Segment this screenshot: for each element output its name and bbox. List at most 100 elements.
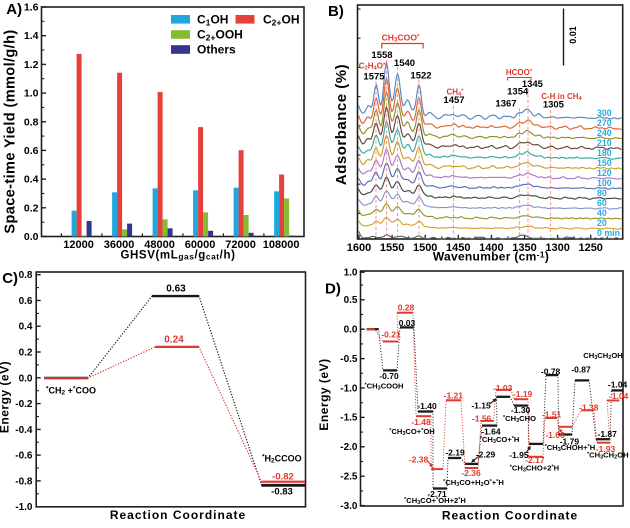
svg-text:-1.30: -1.30	[511, 405, 531, 415]
svg-text:0.0: 0.0	[19, 373, 33, 384]
svg-text:1500: 1500	[413, 242, 437, 254]
svg-text:108000: 108000	[263, 239, 300, 251]
svg-text:*CH3CO+*OH+2*H: *CH3CO+*OH+2*H	[404, 496, 466, 506]
svg-text:Energy (eV): Energy (eV)	[317, 358, 331, 430]
svg-text:0.03: 0.03	[399, 318, 416, 328]
svg-text:-0.4: -0.4	[15, 425, 33, 436]
svg-text:C2+OOH: C2+OOH	[197, 28, 243, 43]
svg-text:-2.19: -2.19	[445, 448, 465, 458]
svg-text:-2.29: -2.29	[476, 450, 496, 460]
svg-text:Others: Others	[197, 43, 236, 57]
svg-text:1350: 1350	[512, 242, 536, 254]
svg-text:Wavenumber (cm-1): Wavenumber (cm-1)	[433, 249, 549, 263]
svg-text:36000: 36000	[104, 239, 135, 251]
svg-text:-1.04: -1.04	[608, 380, 628, 390]
svg-text:-0.21: -0.21	[381, 330, 401, 340]
svg-text:*H2CCOO: *H2CCOO	[262, 454, 302, 465]
svg-text:-1.93: -1.93	[596, 444, 616, 454]
svg-text:GHSV(mLgas/gcat/h): GHSV(mLgas/gcat/h)	[120, 250, 235, 262]
svg-text:-0.8: -0.8	[15, 476, 33, 487]
svg-text:-1.5: -1.5	[340, 413, 358, 424]
svg-text:1305: 1305	[543, 100, 565, 111]
svg-text:1450: 1450	[446, 242, 470, 254]
svg-text:0.2: 0.2	[24, 202, 39, 214]
svg-text:1600: 1600	[347, 242, 371, 254]
svg-text:0.6: 0.6	[24, 145, 39, 157]
svg-text:Reaction Coordinate: Reaction Coordinate	[442, 509, 578, 523]
svg-text:A): A)	[6, 1, 22, 18]
svg-text:CH3CH2OH: CH3CH2OH	[583, 351, 622, 361]
svg-text:-0.70: -0.70	[379, 371, 399, 381]
svg-text:0.28: 0.28	[398, 303, 415, 313]
svg-text:HCOO*: HCOO*	[506, 68, 533, 77]
svg-text:*CH3COOH: *CH3COOH	[365, 381, 404, 391]
svg-text:-3.0: -3.0	[340, 501, 358, 512]
svg-text:C): C)	[2, 270, 18, 287]
svg-text:0.63: 0.63	[166, 284, 186, 295]
svg-text:0.0: 0.0	[24, 231, 39, 243]
svg-text:-1.19: -1.19	[513, 389, 533, 399]
svg-text:1250: 1250	[578, 242, 602, 254]
svg-text:-2.17: -2.17	[525, 455, 545, 465]
svg-text:-1.38: -1.38	[579, 403, 599, 413]
svg-text:1558: 1558	[371, 50, 392, 61]
svg-text:-0.78: -0.78	[541, 367, 561, 377]
svg-text:100: 100	[597, 178, 612, 188]
svg-text:C2+OH: C2+OH	[263, 13, 299, 28]
svg-text:CH3COO*: CH3COO*	[382, 33, 420, 44]
svg-text:0.5: 0.5	[344, 295, 358, 306]
svg-text:0.2: 0.2	[19, 348, 33, 359]
svg-text:210: 210	[597, 138, 612, 148]
svg-text:D): D)	[325, 281, 341, 298]
svg-text:0.8: 0.8	[19, 270, 33, 281]
svg-text:1367: 1367	[495, 99, 516, 110]
svg-text:CH4*: CH4*	[446, 88, 464, 98]
svg-text:1345: 1345	[522, 79, 544, 90]
svg-text:0 min: 0 min	[597, 228, 620, 238]
svg-text:*CH3CHO+2*H: *CH3CHO+2*H	[510, 463, 559, 473]
svg-text:C1OH: C1OH	[197, 13, 228, 28]
svg-text:-0.82: -0.82	[272, 471, 294, 482]
svg-text:-0.87: -0.87	[571, 365, 591, 375]
svg-text:12000: 12000	[63, 239, 94, 251]
svg-text:0.6: 0.6	[19, 296, 33, 307]
svg-text:1.4: 1.4	[24, 30, 39, 42]
svg-text:1575: 1575	[363, 72, 385, 83]
svg-text:-1.0: -1.0	[340, 383, 358, 394]
svg-text:60000: 60000	[185, 239, 216, 251]
svg-text:-1.15: -1.15	[471, 400, 491, 410]
svg-text:-2.5: -2.5	[340, 472, 358, 483]
svg-text:1550: 1550	[380, 242, 404, 254]
svg-text:-1.66: -1.66	[545, 430, 565, 440]
svg-text:0.0: 0.0	[344, 325, 358, 336]
svg-text:1.6: 1.6	[24, 2, 39, 14]
svg-text:Adsorbance (%): Adsorbance (%)	[333, 64, 350, 185]
svg-text:*CH3CH2OH: *CH3CH2OH	[587, 451, 629, 461]
svg-text:*CH2 +*COO: *CH2 +*COO	[46, 386, 96, 397]
svg-text:1457: 1457	[443, 95, 464, 106]
svg-text:72000: 72000	[225, 239, 256, 251]
svg-text:1.0: 1.0	[344, 268, 358, 279]
svg-text:0.8: 0.8	[24, 116, 39, 128]
svg-text:240: 240	[597, 128, 612, 138]
svg-text:-0.83: -0.83	[271, 486, 293, 497]
svg-text:-1.95: -1.95	[509, 450, 529, 460]
svg-text:60: 60	[597, 198, 607, 208]
svg-text:-1.40: -1.40	[417, 401, 437, 411]
svg-text:0.24: 0.24	[164, 334, 184, 345]
svg-text:-1.48: -1.48	[411, 417, 431, 427]
svg-text:-1.56: -1.56	[472, 414, 492, 424]
svg-text:-2.71: -2.71	[427, 489, 447, 499]
svg-text:Energy (eV): Energy (eV)	[0, 361, 12, 433]
svg-text:1354: 1354	[507, 86, 529, 97]
svg-text:Space-time Yield (mmol/g/h): Space-time Yield (mmol/g/h)	[3, 29, 19, 233]
svg-text:-1.79: -1.79	[560, 437, 580, 447]
svg-text:*CH3CO+*OH: *CH3CO+*OH	[389, 427, 435, 437]
svg-text:1522: 1522	[410, 71, 431, 82]
svg-text:20: 20	[597, 218, 607, 228]
svg-text:-0.6: -0.6	[15, 451, 33, 462]
svg-text:120: 120	[597, 168, 612, 178]
svg-text:150: 150	[597, 158, 612, 168]
svg-text:180: 180	[597, 148, 612, 158]
svg-text:80: 80	[597, 188, 607, 198]
